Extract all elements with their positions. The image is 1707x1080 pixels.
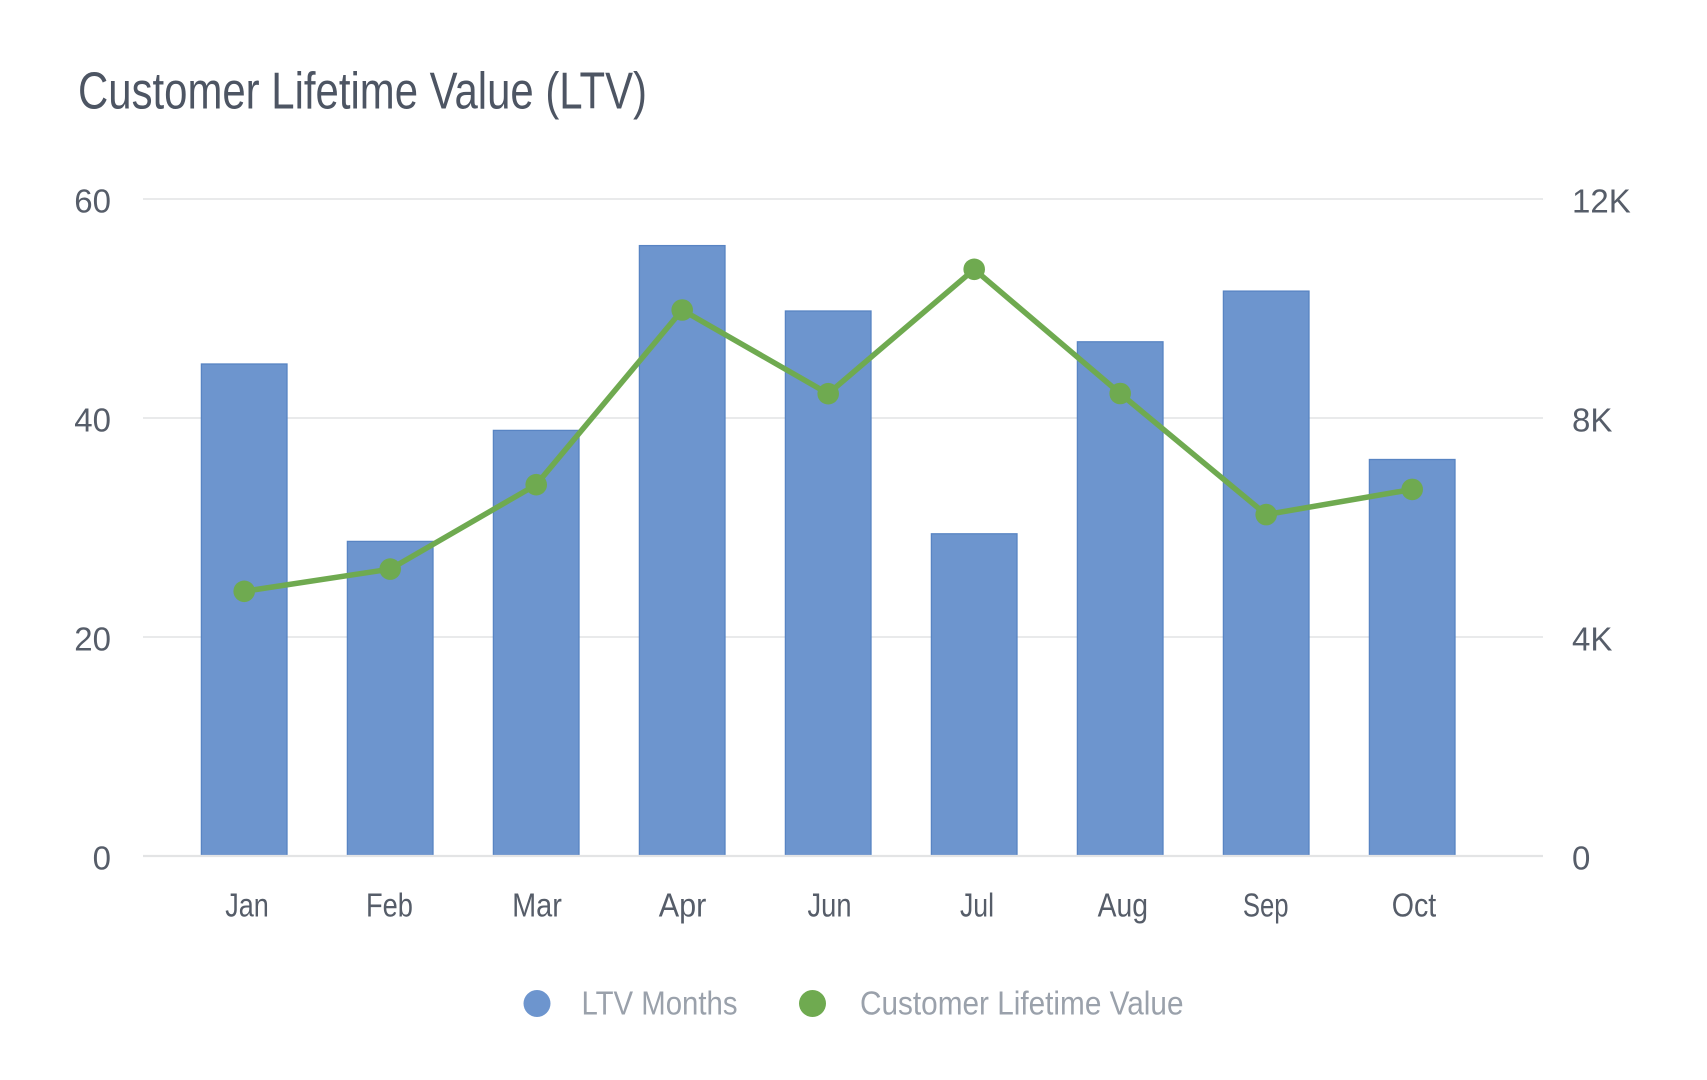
svg-text:12K: 12K <box>1572 183 1631 220</box>
svg-text:60: 60 <box>74 183 111 220</box>
svg-text:Jan: Jan <box>225 887 269 924</box>
svg-text:8K: 8K <box>1572 402 1612 439</box>
svg-text:0: 0 <box>1572 840 1590 877</box>
svg-text:20: 20 <box>74 621 111 658</box>
svg-text:Oct: Oct <box>1392 887 1437 924</box>
svg-text:Customer Lifetime Value: Customer Lifetime Value <box>860 985 1184 1022</box>
svg-text:Customer Lifetime Value (LTV): Customer Lifetime Value (LTV) <box>78 63 647 121</box>
svg-text:Mar: Mar <box>512 887 562 924</box>
svg-text:0: 0 <box>93 840 111 877</box>
svg-text:40: 40 <box>74 402 111 439</box>
svg-text:Feb: Feb <box>366 887 413 924</box>
svg-text:Jun: Jun <box>808 887 852 924</box>
svg-text:Apr: Apr <box>659 887 707 924</box>
svg-text:Jul: Jul <box>960 887 994 924</box>
svg-text:4K: 4K <box>1572 621 1612 658</box>
svg-text:Sep: Sep <box>1243 887 1289 924</box>
svg-text:Aug: Aug <box>1098 887 1148 924</box>
svg-text:LTV Months: LTV Months <box>582 985 738 1022</box>
